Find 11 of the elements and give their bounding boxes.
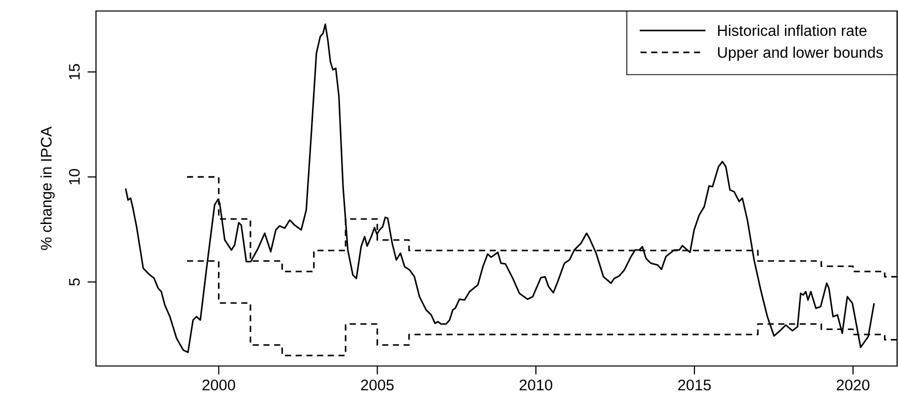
x-tick-label: 2000: [202, 380, 236, 390]
x-tick-label: 2015: [678, 380, 711, 390]
x-tick-label: 2020: [836, 380, 870, 390]
x-tick-label: 2005: [361, 380, 394, 390]
legend-label: Upper and lower bounds: [718, 46, 883, 61]
y-axis-title: % change in IPCA: [40, 126, 55, 250]
legend-label: Historical inflation rate: [718, 24, 867, 36]
y-tick-label: 15: [69, 64, 80, 80]
y-tick-label: 10: [68, 169, 80, 184]
y-tick-label: 5: [69, 278, 80, 286]
x-tick-label: 2010: [520, 380, 552, 390]
